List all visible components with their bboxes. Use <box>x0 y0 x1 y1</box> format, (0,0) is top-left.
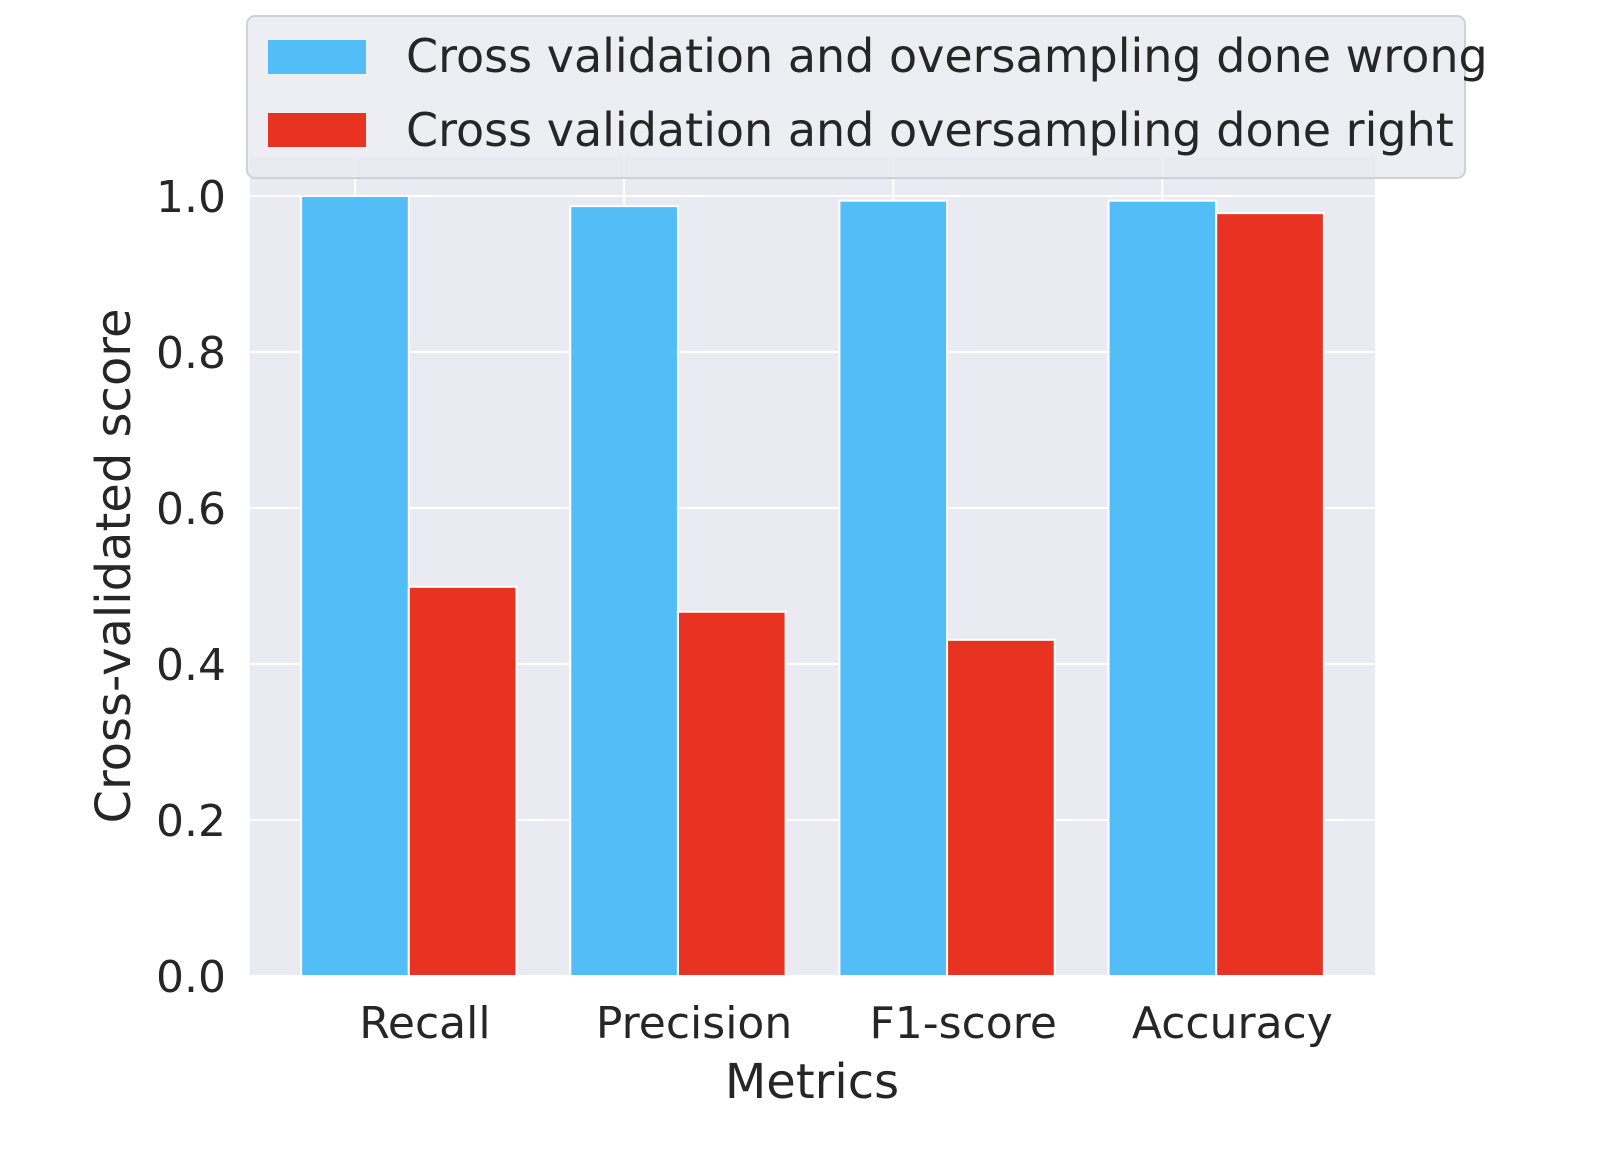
bar-wrong-recall <box>300 195 410 977</box>
bar-right-recall <box>407 585 518 978</box>
x-tick-label: Recall <box>359 998 490 1049</box>
legend-swatch-wrong <box>268 40 366 74</box>
legend-label-right: Cross validation and oversampling done r… <box>406 103 1454 157</box>
x-tick-label: Precision <box>596 998 792 1049</box>
x-tick-label: F1-score <box>870 998 1057 1049</box>
legend-label-wrong: Cross validation and oversampling done w… <box>406 29 1488 83</box>
y-tick-label: 0.8 <box>156 328 226 379</box>
x-axis-label: Metrics <box>725 1054 899 1110</box>
y-tick-label: 1.0 <box>156 172 226 223</box>
bar-wrong-precision <box>569 205 679 977</box>
bar-right-accuracy <box>1215 212 1325 978</box>
y-tick-label: 0.0 <box>156 952 226 1003</box>
legend-swatch-right <box>268 113 366 147</box>
x-tick-label: Accuracy <box>1132 998 1333 1049</box>
bar-right-f1-score <box>946 638 1056 977</box>
y-tick-label: 0.6 <box>156 484 226 535</box>
y-tick-label: 0.2 <box>156 796 226 847</box>
bar-right-precision <box>676 610 787 977</box>
legend-box <box>246 15 1466 179</box>
y-axis-label: Cross-validated score <box>86 308 142 823</box>
legend: Cross validation and oversampling done w… <box>246 15 1488 179</box>
bar-wrong-f1-score <box>838 199 949 977</box>
y-tick-label: 0.4 <box>156 640 226 691</box>
bar-wrong-accuracy <box>1107 199 1218 977</box>
